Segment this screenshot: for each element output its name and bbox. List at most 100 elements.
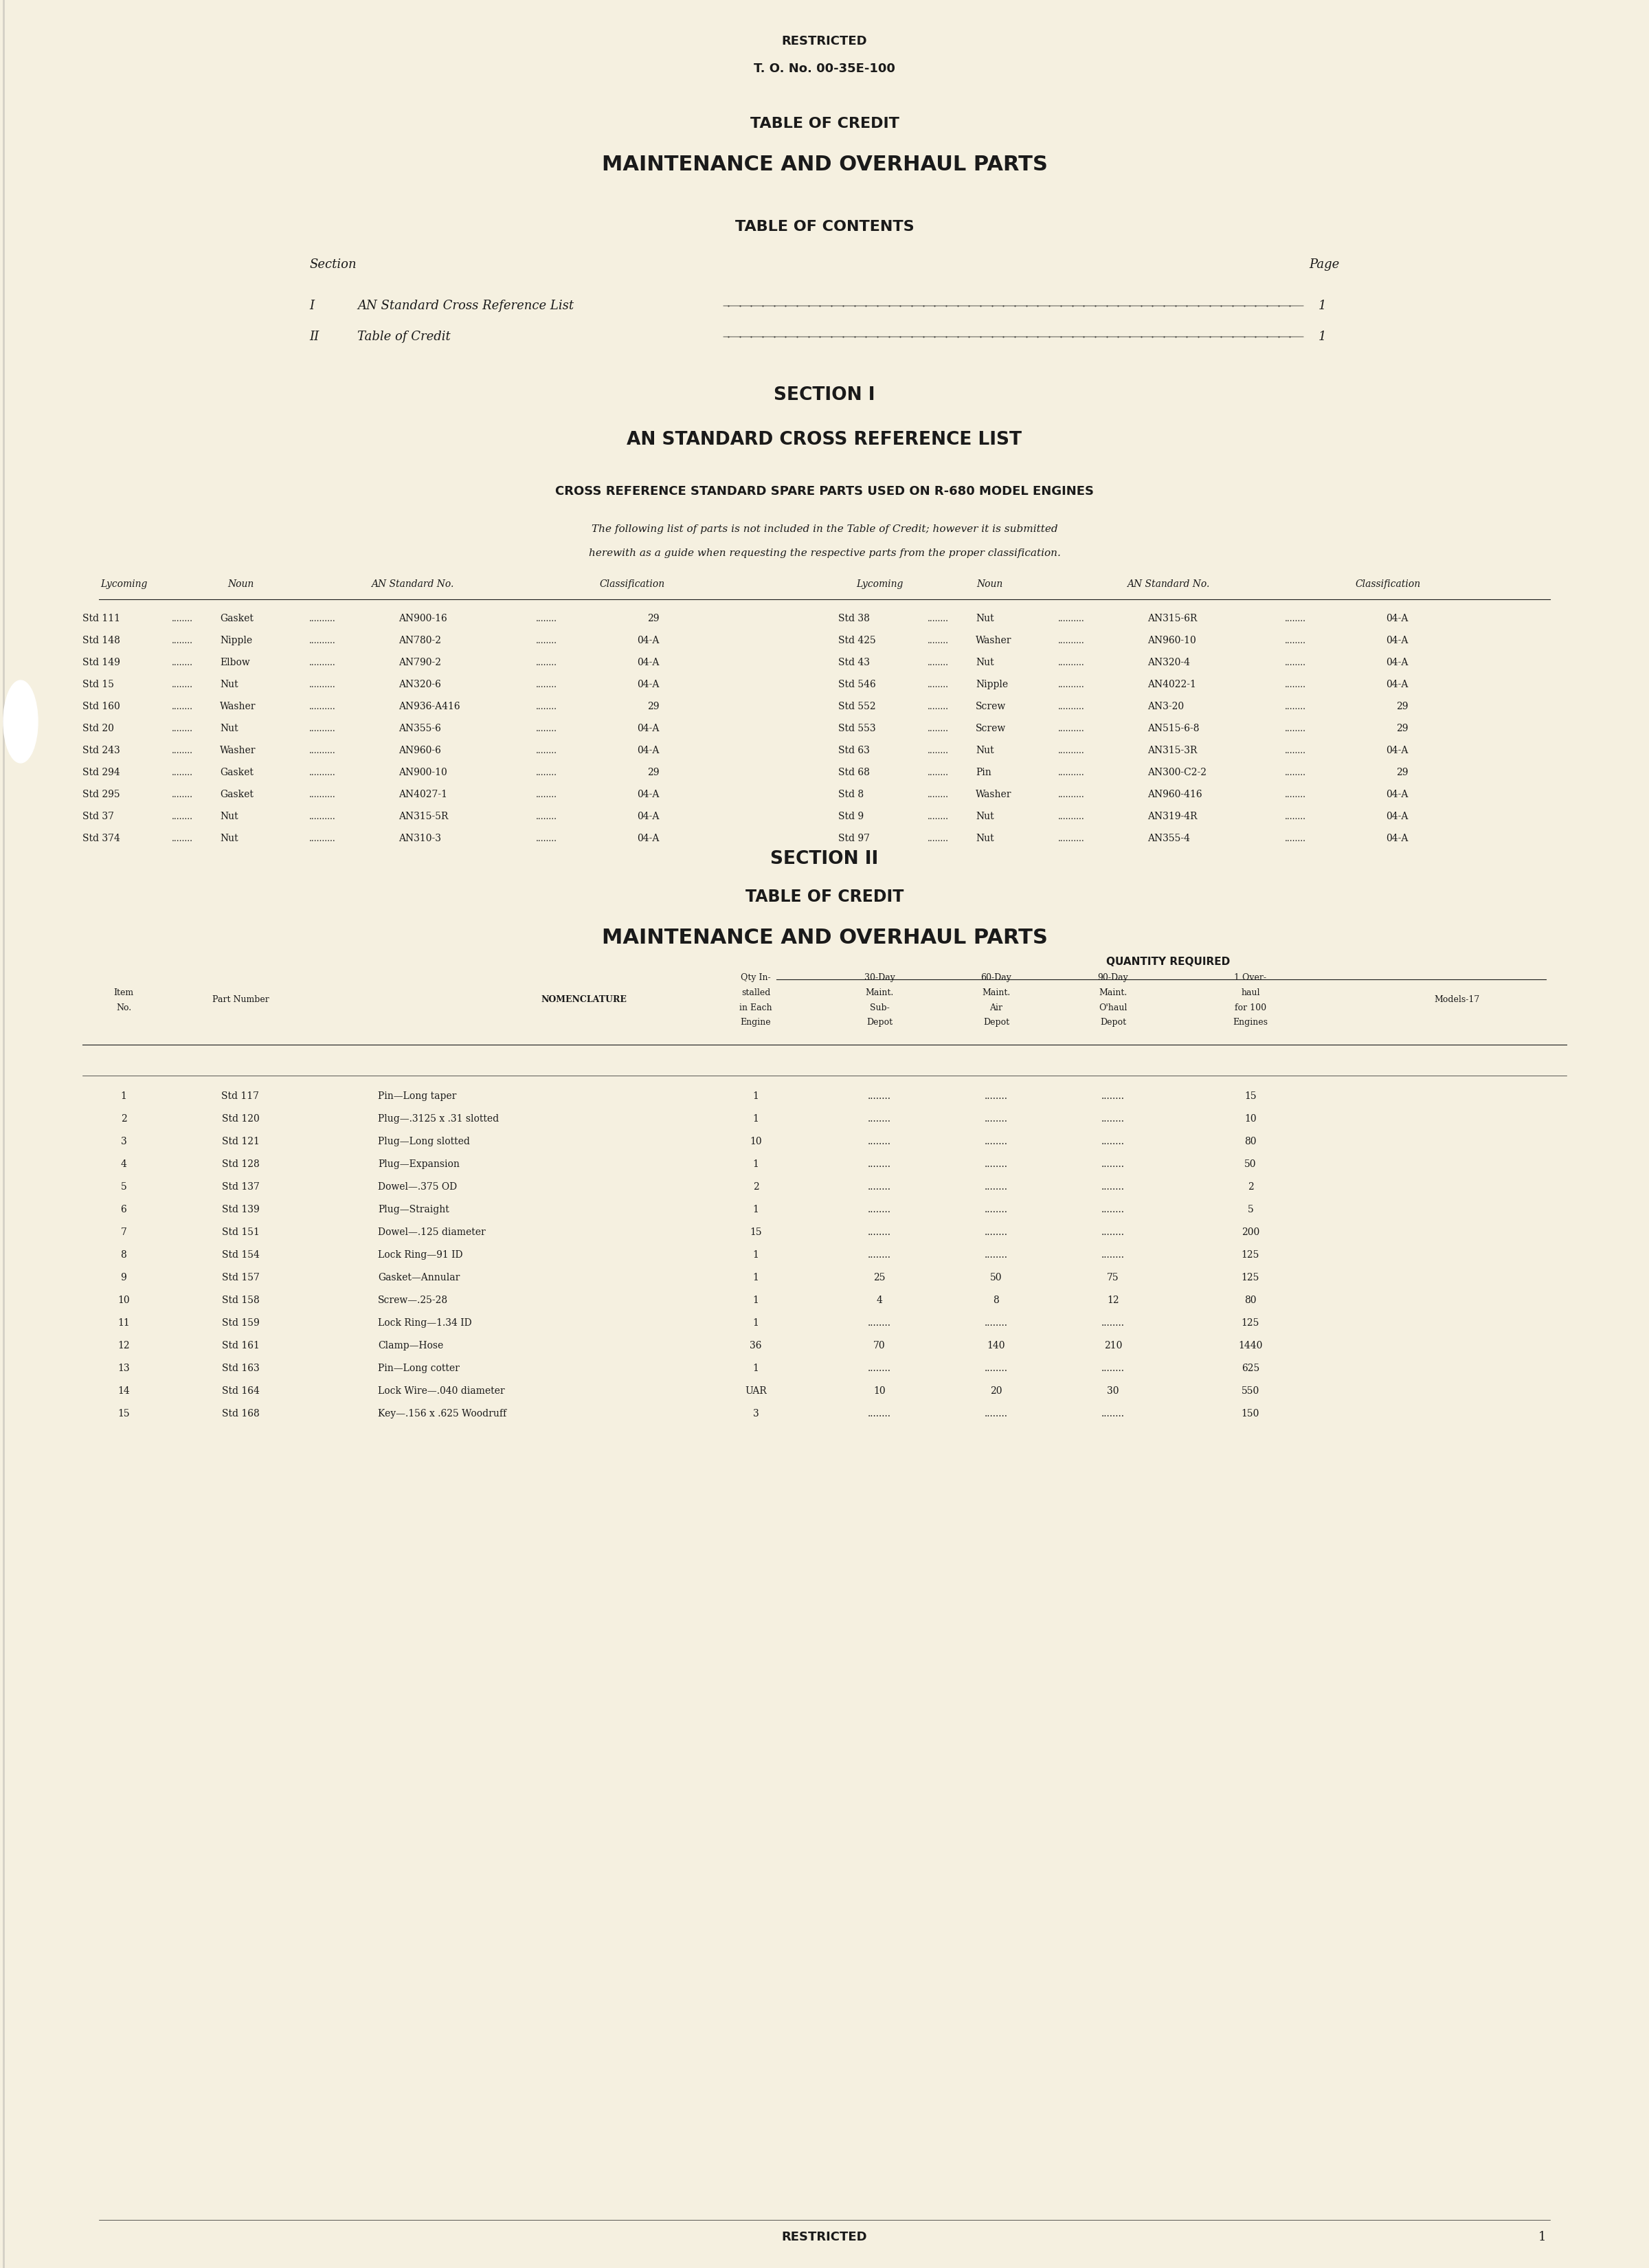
Text: Lock Ring—91 ID: Lock Ring—91 ID: [378, 1250, 463, 1259]
Text: Engines: Engines: [1233, 1018, 1268, 1027]
Text: AN315-3R: AN315-3R: [1148, 746, 1197, 755]
Text: Std 128: Std 128: [221, 1159, 259, 1168]
Text: ........: ........: [1285, 812, 1306, 821]
Text: 04-A: 04-A: [1387, 635, 1408, 646]
Text: 60-Day: 60-Day: [981, 973, 1012, 982]
Text: ........: ........: [984, 1227, 1008, 1236]
Text: AN790-2: AN790-2: [399, 658, 442, 667]
Text: Screw: Screw: [976, 701, 1006, 712]
Text: Std 43: Std 43: [838, 658, 871, 667]
Text: AN Standard No.: AN Standard No.: [371, 578, 453, 590]
Text: AN Standard No.: AN Standard No.: [1126, 578, 1209, 590]
Text: 11: 11: [117, 1318, 130, 1327]
Text: 29: 29: [648, 701, 660, 712]
Text: 04-A: 04-A: [1387, 835, 1408, 844]
Text: ........: ........: [927, 789, 948, 798]
Text: Std 120: Std 120: [221, 1114, 259, 1123]
Text: 3: 3: [120, 1136, 127, 1145]
Text: Gasket: Gasket: [219, 789, 254, 798]
Text: Nut: Nut: [219, 680, 237, 689]
Text: Nipple: Nipple: [219, 635, 252, 646]
Text: Nipple: Nipple: [976, 680, 1008, 689]
Text: ..........: ..........: [310, 812, 336, 821]
Text: The following list of parts is not included in the Table of Credit; however it i: The following list of parts is not inclu…: [592, 524, 1057, 533]
Text: Models-17: Models-17: [1435, 996, 1479, 1005]
Text: ..........: ..........: [1059, 615, 1085, 624]
Text: AN Standard Cross Reference List: AN Standard Cross Reference List: [358, 299, 574, 313]
Text: Maint.: Maint.: [983, 989, 1011, 998]
Text: CROSS REFERENCE STANDARD SPARE PARTS USED ON R-680 MODEL ENGINES: CROSS REFERENCE STANDARD SPARE PARTS USE…: [556, 485, 1093, 497]
Text: ..........: ..........: [1059, 658, 1085, 667]
Text: T. O. No. 00-35E-100: T. O. No. 00-35E-100: [754, 64, 895, 75]
Text: ........: ........: [984, 1318, 1008, 1327]
Text: O'haul: O'haul: [1098, 1002, 1128, 1012]
Text: ..........: ..........: [310, 835, 336, 844]
Text: Washer: Washer: [976, 789, 1012, 798]
Text: ........: ........: [1285, 746, 1306, 755]
Text: ........: ........: [984, 1250, 1008, 1259]
Text: Gasket: Gasket: [219, 615, 254, 624]
Text: 80: 80: [1245, 1136, 1257, 1145]
Text: AN300-C2-2: AN300-C2-2: [1148, 767, 1207, 778]
Text: ........: ........: [1102, 1204, 1125, 1213]
Text: ..........: ..........: [1059, 789, 1085, 798]
Text: ........: ........: [927, 680, 948, 689]
Text: UAR: UAR: [745, 1386, 767, 1395]
Text: stalled: stalled: [742, 989, 770, 998]
Text: AN960-416: AN960-416: [1148, 789, 1202, 798]
Text: ........: ........: [171, 723, 193, 733]
Text: 15: 15: [117, 1408, 130, 1418]
Text: AN310-3: AN310-3: [399, 835, 442, 844]
Text: ........: ........: [867, 1363, 890, 1372]
Text: 04-A: 04-A: [638, 658, 660, 667]
Text: 04-A: 04-A: [638, 835, 660, 844]
Text: Depot: Depot: [1100, 1018, 1126, 1027]
Text: NOMENCLATURE: NOMENCLATURE: [541, 996, 627, 1005]
Text: Engine: Engine: [740, 1018, 772, 1027]
Text: Elbow: Elbow: [219, 658, 251, 667]
Text: ........: ........: [1285, 835, 1306, 844]
Text: ........: ........: [536, 769, 557, 778]
Text: MAINTENANCE AND OVERHAUL PARTS: MAINTENANCE AND OVERHAUL PARTS: [602, 928, 1047, 948]
Text: ........: ........: [1102, 1091, 1125, 1100]
Text: Pin—Long cotter: Pin—Long cotter: [378, 1363, 460, 1372]
Text: AN900-10: AN900-10: [399, 767, 447, 778]
Text: 1: 1: [752, 1318, 759, 1327]
Text: ........: ........: [927, 812, 948, 821]
Text: ..........: ..........: [1059, 746, 1085, 755]
Text: 15: 15: [1245, 1091, 1257, 1100]
Text: Table of Credit: Table of Credit: [358, 331, 450, 342]
Text: ........: ........: [984, 1408, 1008, 1418]
Text: 5: 5: [120, 1182, 127, 1191]
Text: 10: 10: [874, 1386, 886, 1395]
Text: Std 148: Std 148: [82, 635, 120, 646]
Text: ........: ........: [1102, 1318, 1125, 1327]
Text: AN315-5R: AN315-5R: [399, 812, 449, 821]
Text: AN355-6: AN355-6: [399, 723, 440, 733]
Text: ........: ........: [171, 769, 193, 778]
Text: AN320-6: AN320-6: [399, 680, 440, 689]
Text: Noun: Noun: [228, 578, 254, 590]
Text: Nut: Nut: [976, 812, 994, 821]
Text: 1: 1: [752, 1204, 759, 1213]
Text: ........: ........: [171, 746, 193, 755]
Text: ..........: ..........: [1059, 680, 1085, 689]
Text: ........: ........: [536, 746, 557, 755]
Text: 04-A: 04-A: [638, 789, 660, 798]
Text: Maint.: Maint.: [866, 989, 894, 998]
Text: ........: ........: [984, 1182, 1008, 1191]
Text: Std 546: Std 546: [838, 680, 876, 689]
Text: 12: 12: [117, 1340, 130, 1349]
Text: ..........: ..........: [1059, 769, 1085, 778]
Text: ........: ........: [927, 703, 948, 710]
Text: 210: 210: [1105, 1340, 1121, 1349]
Text: ........: ........: [536, 723, 557, 733]
Text: 04-A: 04-A: [638, 746, 660, 755]
Text: 1: 1: [752, 1250, 759, 1259]
Text: Std 164: Std 164: [221, 1386, 259, 1395]
Text: ........: ........: [536, 680, 557, 689]
Text: ........: ........: [1285, 635, 1306, 644]
Text: Lock Wire—.040 diameter: Lock Wire—.040 diameter: [378, 1386, 505, 1395]
Text: 30: 30: [1106, 1386, 1120, 1395]
Text: Std 111: Std 111: [82, 615, 120, 624]
